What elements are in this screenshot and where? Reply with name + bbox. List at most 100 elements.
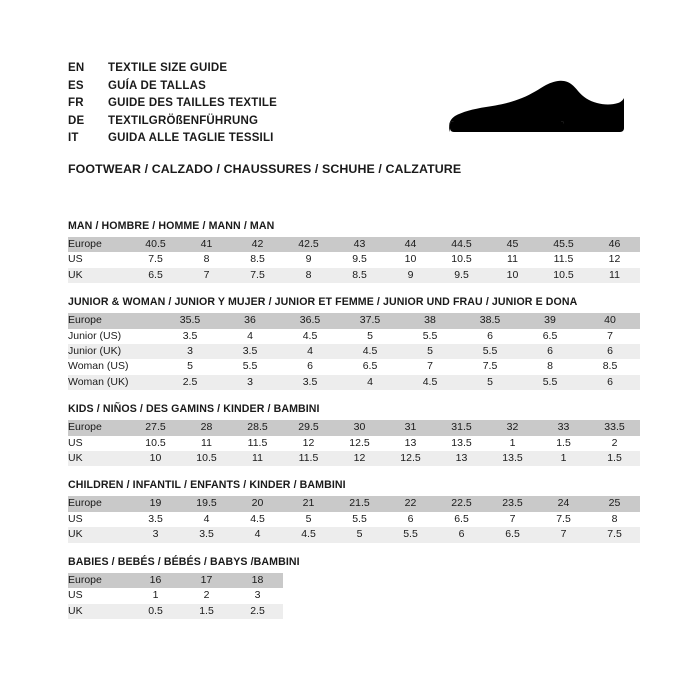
size-cell: 5.5 — [400, 328, 460, 345]
table-row: Woman (UK) 2.5 3 3.5 4 4.5 5 5.5 6 — [68, 374, 640, 391]
size-column-header: 33 — [538, 420, 589, 436]
size-column-header: 36.5 — [280, 313, 340, 329]
row-label: Europe — [68, 420, 130, 436]
size-column-header: 42.5 — [283, 237, 334, 253]
size-cell: 5.5 — [460, 344, 520, 360]
language-row: DE TEXTILGRÖßENFÜHRUNG — [68, 115, 448, 133]
size-cell: 8 — [283, 267, 334, 284]
size-cell: 10 — [130, 451, 181, 467]
size-cell: 2 — [181, 588, 232, 604]
size-column-header: 29.5 — [283, 420, 334, 436]
row-label: US — [68, 588, 130, 604]
language-code: EN — [68, 62, 85, 74]
size-cell: 10 — [487, 267, 538, 284]
size-cell: 5 — [334, 527, 385, 543]
size-column-header: 37.5 — [340, 313, 400, 329]
size-cell: 1.5 — [181, 603, 232, 619]
size-table: Europe 35.5 36 36.5 37.5 38 38.5 39 40 Junior (US… — [68, 313, 640, 391]
size-cell: 3.5 — [181, 527, 232, 543]
table-row: UK 6.5 7 7.5 8 8.5 9 9.5 10 10.5 11 — [68, 267, 640, 284]
size-cell: 1 — [130, 588, 181, 604]
size-cell: 3.5 — [280, 374, 340, 391]
row-label: US — [68, 252, 130, 268]
size-cell: 11 — [487, 252, 538, 268]
size-column-header: 30 — [334, 420, 385, 436]
size-cell: 11.5 — [283, 451, 334, 467]
size-cell: 3 — [160, 344, 220, 360]
size-column-header: 27.5 — [130, 420, 181, 436]
size-table: Europe 40.5 41 42 42.5 43 44 44.5 45 45.5 46 US 7.5 8… — [68, 237, 640, 284]
size-cell: 11 — [589, 267, 640, 284]
size-cell: 6 — [520, 344, 580, 360]
row-label: Woman (US) — [68, 359, 160, 375]
size-table: Europe 27.5 28 28.5 29.5 30 31 31.5 32 33 33.5 US 10… — [68, 420, 640, 467]
size-sections: MAN / HOMBRE / HOMME / MANN / MAN Europe 4… — [68, 220, 640, 632]
size-cell: 6 — [385, 511, 436, 528]
size-cell: 7 — [538, 527, 589, 543]
size-cell: 9.5 — [334, 252, 385, 268]
size-cell: 12 — [589, 252, 640, 268]
size-cell: 7.5 — [460, 359, 520, 375]
table-row: US 3.5 4 4.5 5 5.5 6 6.5 7 7.5 8 — [68, 511, 640, 528]
size-cell: 8 — [520, 359, 580, 375]
dress-shoe-silhouette-icon — [446, 78, 626, 144]
table-row: US 10.5 11 11.5 12 12.5 13 13.5 1 1.5 2 — [68, 435, 640, 452]
size-column-header: 22.5 — [436, 496, 487, 512]
size-cell: 8.5 — [580, 359, 640, 375]
size-column-header: 46 — [589, 237, 640, 253]
language-code: DE — [68, 114, 85, 127]
size-cell: 5.5 — [385, 527, 436, 543]
size-cell: 4 — [181, 511, 232, 528]
size-column-header: 36 — [220, 313, 280, 329]
size-cell: 5 — [283, 511, 334, 528]
language-row: EN TEXTILE SIZE GUIDE — [68, 62, 448, 80]
language-title: GUIDE DES TAILLES TEXTILE — [108, 97, 277, 109]
size-column-header: 38.5 — [460, 313, 520, 329]
size-cell: 1.5 — [538, 435, 589, 452]
size-cell: 6 — [580, 344, 640, 360]
size-column-header: 31 — [385, 420, 436, 436]
size-column-header: 45.5 — [538, 237, 589, 253]
language-header-block: EN TEXTILE SIZE GUIDE ES GUÍA DE TALLAS FR GU… — [68, 62, 448, 150]
size-cell: 12 — [283, 435, 334, 452]
table-row: UK 3 3.5 4 4.5 5 5.5 6 6.5 7 7.5 — [68, 527, 640, 543]
size-cell: 8 — [589, 511, 640, 528]
size-cell: 10.5 — [538, 267, 589, 284]
size-cell: 4 — [220, 328, 280, 345]
size-cell: 10.5 — [181, 451, 232, 467]
size-column-header: 23.5 — [487, 496, 538, 512]
size-column-header: 17 — [181, 572, 232, 589]
section-title: MAN / HOMBRE / HOMME / MANN / MAN — [68, 220, 275, 232]
size-cell: 9 — [283, 252, 334, 268]
size-cell: 11 — [232, 451, 283, 467]
size-column-header: 31.5 — [436, 420, 487, 436]
size-cell: 7 — [181, 267, 232, 284]
size-column-header: 39 — [520, 313, 580, 329]
row-label: Europe — [68, 572, 130, 589]
size-cell: 4.5 — [400, 374, 460, 391]
size-column-header: 21 — [283, 496, 334, 512]
size-cell: 2.5 — [232, 603, 283, 619]
size-cell: 11.5 — [232, 435, 283, 452]
size-column-header: 43 — [334, 237, 385, 253]
language-title: GUIDA ALLE TAGLIE TESSILI — [108, 132, 274, 144]
row-label: UK — [68, 603, 130, 619]
size-cell: 5.5 — [334, 511, 385, 528]
size-cell: 3 — [130, 527, 181, 543]
size-cell: 7 — [580, 328, 640, 345]
size-column-header: 18 — [232, 572, 283, 589]
language-row: FR GUIDE DES TAILLES TEXTILE — [68, 97, 448, 115]
size-column-header: 20 — [232, 496, 283, 512]
size-cell: 6 — [280, 359, 340, 375]
size-column-header: 21.5 — [334, 496, 385, 512]
size-cell: 7.5 — [232, 267, 283, 284]
size-cell: 4 — [232, 527, 283, 543]
row-label: US — [68, 511, 130, 528]
size-cell: 6.5 — [487, 527, 538, 543]
size-column-header: 44 — [385, 237, 436, 253]
size-section: JUNIOR & WOMAN / JUNIOR Y MUJER / JUNIOR… — [68, 296, 640, 391]
size-cell: 3.5 — [130, 511, 181, 528]
size-cell: 8 — [181, 252, 232, 268]
size-cell: 1.5 — [589, 451, 640, 467]
table-row: Junior (UK) 3 3.5 4 4.5 5 5.5 6 6 — [68, 344, 640, 360]
